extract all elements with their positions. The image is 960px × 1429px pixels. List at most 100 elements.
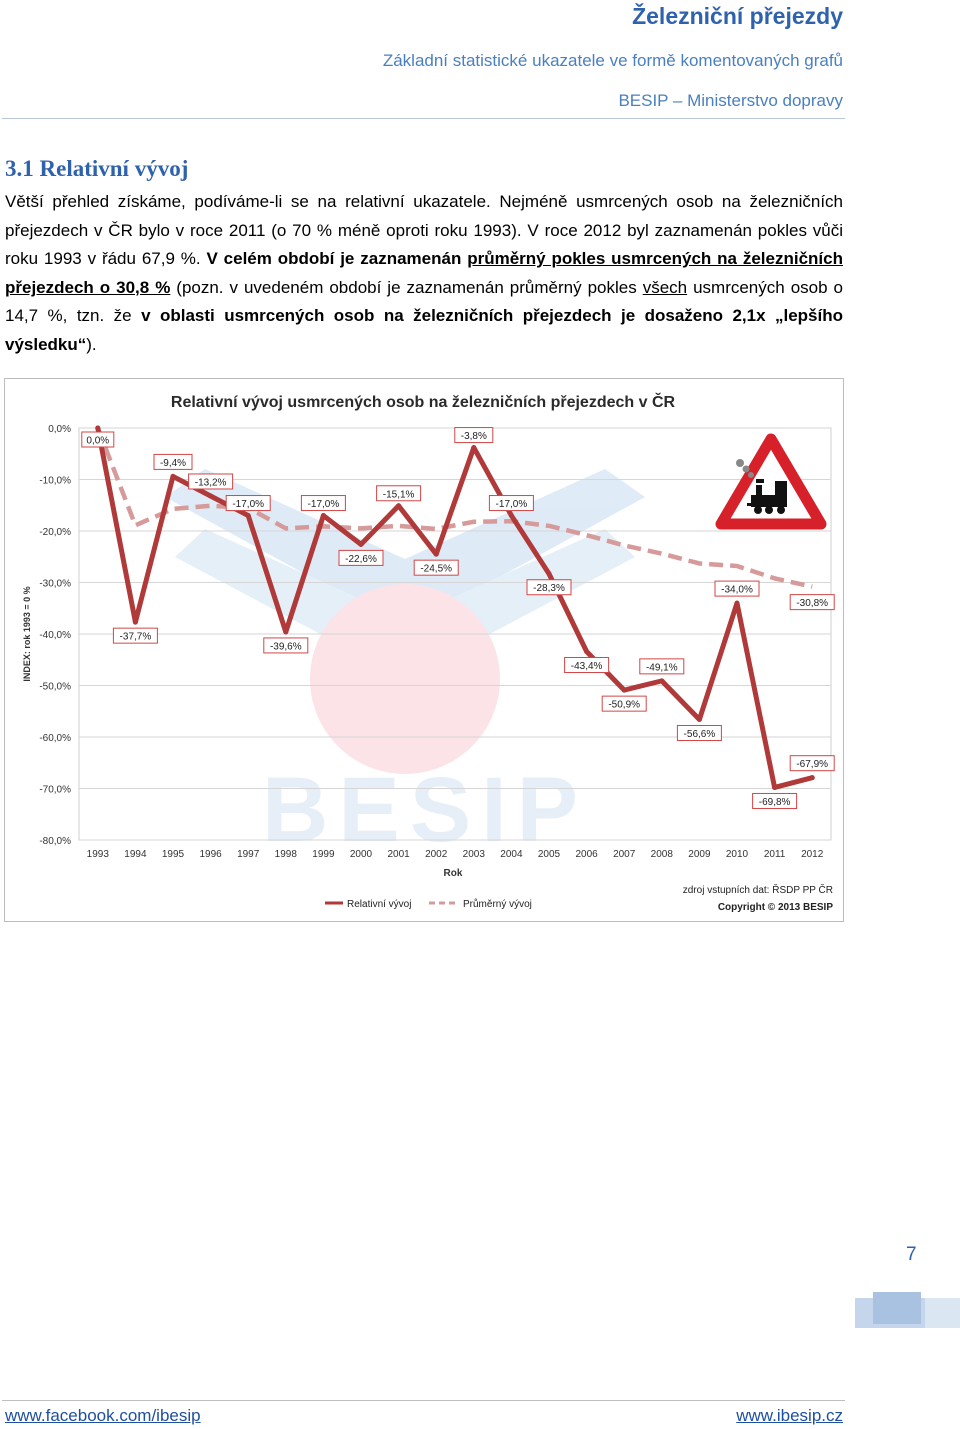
relative-point xyxy=(283,629,289,635)
data-label-text: -50,9% xyxy=(608,700,640,711)
x-tick-label: 1997 xyxy=(237,849,260,860)
data-label: -15,1% xyxy=(376,485,422,502)
relative-point xyxy=(772,784,778,790)
x-tick-label: 2003 xyxy=(463,849,486,860)
x-tick-label: 2002 xyxy=(425,849,448,860)
data-label: -50,9% xyxy=(601,695,647,712)
data-label: -17,0% xyxy=(488,495,534,512)
data-label: -49,1% xyxy=(639,658,685,675)
y-tick-label: -60,0% xyxy=(39,733,71,744)
data-label-box xyxy=(153,453,193,470)
relative-point xyxy=(170,473,176,479)
average-series-line xyxy=(95,427,813,589)
data-label: -22,6% xyxy=(338,549,384,566)
para-bold-1: V celém období je zaznamenán xyxy=(206,249,468,269)
data-label-text: -22,6% xyxy=(345,554,377,565)
relative-point xyxy=(696,716,702,722)
x-tick-label: 2007 xyxy=(613,849,636,860)
data-label: -34,0% xyxy=(714,580,760,597)
x-tick-label: 1995 xyxy=(162,849,185,860)
copyright-note: Copyright © 2013 BESIP xyxy=(718,902,834,913)
relative-point xyxy=(508,513,514,519)
x-tick-label: 1999 xyxy=(312,849,335,860)
body-paragraph: Větší přehled získáme, podíváme-li se na… xyxy=(5,188,843,360)
y-tick-label: -10,0% xyxy=(39,476,71,487)
y-tick-label: 0,0% xyxy=(48,424,71,435)
data-label: -69,8% xyxy=(752,792,798,809)
relative-point xyxy=(208,493,214,499)
data-label-box xyxy=(714,580,760,597)
relative-point xyxy=(734,600,740,606)
relative-point xyxy=(584,649,590,655)
average-end-label: -30,8% xyxy=(789,594,835,611)
x-tick-label: 2011 xyxy=(764,849,786,860)
data-label-box xyxy=(526,579,572,596)
website-link[interactable]: www.ibesip.cz xyxy=(736,1406,843,1425)
data-label-text: -3,8% xyxy=(461,431,487,442)
data-label-box xyxy=(338,549,384,566)
data-label-box xyxy=(639,658,685,675)
x-tick-label: 2001 xyxy=(387,849,410,860)
data-label-text: -34,0% xyxy=(721,585,753,596)
relative-point xyxy=(433,551,439,557)
data-label-text: -17,0% xyxy=(308,499,340,510)
data-label: -17,0% xyxy=(225,495,271,512)
y-tick-label: -50,0% xyxy=(39,682,71,693)
data-label-box xyxy=(488,495,534,512)
x-tick-label: 2010 xyxy=(726,849,749,860)
data-label-box xyxy=(225,495,271,512)
header-title: Železniční přejezdy xyxy=(632,3,843,29)
data-label-box xyxy=(454,427,494,444)
data-label: -67,9% xyxy=(789,755,835,772)
data-label: -43,4% xyxy=(564,657,610,674)
para-bold-underline-1: průměrný pokles usmrcených na železniční… xyxy=(5,249,843,297)
data-label-text: -67,9% xyxy=(796,759,828,770)
data-label-box xyxy=(112,627,158,644)
data-label-text: -37,7% xyxy=(120,632,152,643)
relative-point xyxy=(358,541,364,547)
data-label: 0,0% xyxy=(81,431,115,448)
data-label-text: -69,8% xyxy=(759,797,791,808)
watermark-text: BESIP xyxy=(262,759,588,861)
data-label-text: -13,2% xyxy=(195,477,227,488)
para-text-2: (pozn. v uvedeném období je zaznamenán p… xyxy=(170,277,643,297)
corner-decoration xyxy=(855,1292,960,1328)
x-tick-label: 2004 xyxy=(500,849,523,860)
relative-point xyxy=(396,503,402,509)
header-divider xyxy=(2,118,845,119)
y-tick-label: -70,0% xyxy=(39,785,71,796)
relative-point xyxy=(95,425,101,431)
para-text-1: Větší přehled získáme, podíváme-li se na… xyxy=(5,192,843,269)
relative-point xyxy=(659,678,665,684)
relative-series-line xyxy=(95,425,815,790)
data-label-text: -24,5% xyxy=(420,564,452,575)
y-tick-label: -80,0% xyxy=(39,836,71,847)
data-label-text: 0,0% xyxy=(86,436,109,447)
data-label-box xyxy=(188,473,234,490)
relative-point xyxy=(471,445,477,451)
series-relative xyxy=(95,425,815,790)
data-label-box xyxy=(263,637,309,654)
data-label-text: -28,3% xyxy=(533,583,565,594)
x-tick-label: 2008 xyxy=(651,849,674,860)
source-note: zdroj vstupních dat: ŘSDP PP ČR xyxy=(683,883,833,896)
railway-crossing-warning-sign-icon xyxy=(715,433,827,530)
data-label-text: -30,8% xyxy=(796,598,828,609)
chart-legend: Relativní vývoj Průměrný vývoj xyxy=(325,898,532,910)
data-label: -39,6% xyxy=(263,637,309,654)
y-tick-label: -20,0% xyxy=(39,527,71,538)
section-title: 3.1 Relativní vývoj xyxy=(5,156,189,181)
x-tick-label: 1994 xyxy=(124,849,147,860)
data-label: -28,3% xyxy=(526,579,572,596)
data-label-text: -17,0% xyxy=(496,499,528,510)
facebook-link[interactable]: www.facebook.com/ibesip xyxy=(5,1406,201,1425)
data-label-text: -56,6% xyxy=(684,729,716,740)
series-average xyxy=(95,427,813,589)
x-tick-label: 2005 xyxy=(538,849,561,860)
data-label-box xyxy=(300,495,346,512)
data-label: -13,2% xyxy=(188,473,234,490)
x-tick-label: 2012 xyxy=(801,849,824,860)
data-label-box xyxy=(601,695,647,712)
legend-label-relative: Relativní vývoj xyxy=(347,899,411,910)
relative-trend-chart: BESIP 0,0% -10,0% -20,0% -30,0% -40,0% -50,0%… xyxy=(22,392,835,913)
